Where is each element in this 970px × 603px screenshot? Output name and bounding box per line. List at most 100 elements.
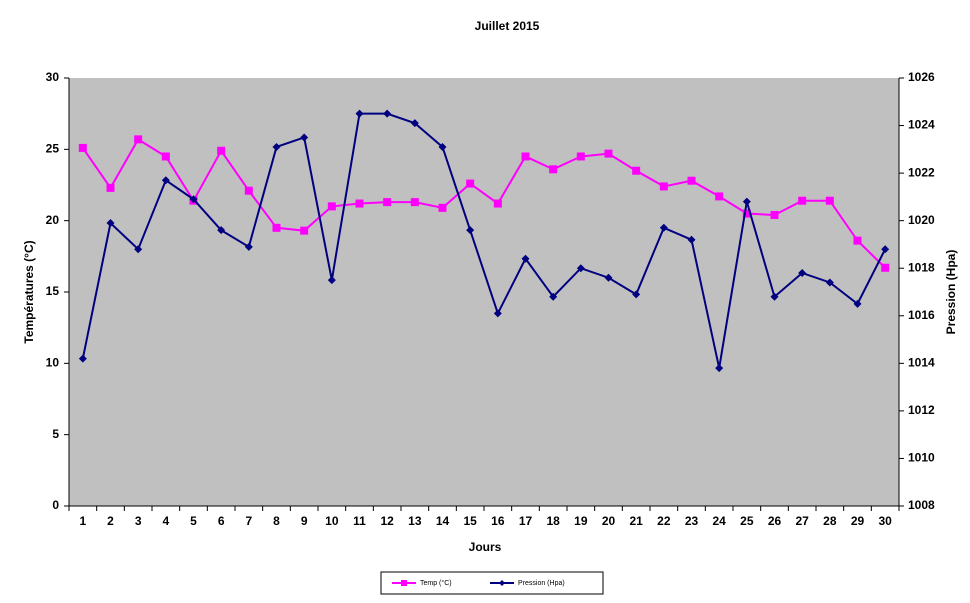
x-tick-label: 19	[574, 514, 588, 528]
data-point	[604, 149, 613, 158]
x-tick-label: 23	[685, 514, 699, 528]
y-tick-label: 15	[46, 284, 60, 298]
y2-tick-label: 1012	[908, 403, 935, 417]
series-line	[82, 137, 886, 269]
y-tick-label: 20	[46, 213, 60, 227]
x-tick-label: 24	[712, 514, 726, 528]
x-tick-label: 12	[380, 514, 394, 528]
data-point	[355, 199, 364, 208]
data-point	[659, 182, 668, 191]
legend-marker	[499, 580, 505, 586]
legend-label: Temp (°C)	[420, 579, 452, 587]
data-point	[300, 226, 309, 235]
y2-tick-label: 1016	[908, 308, 935, 322]
data-point	[632, 290, 641, 299]
data-point	[549, 292, 558, 301]
data-point	[493, 199, 502, 208]
data-point	[244, 242, 253, 251]
data-point	[549, 165, 558, 174]
x-tick-label: 15	[463, 514, 477, 528]
data-point	[853, 299, 862, 308]
x-tick-label: 20	[602, 514, 616, 528]
y2-tick-label: 1026	[908, 70, 935, 84]
y-tick-label: 25	[46, 142, 60, 156]
chart-title: Juillet 2015	[475, 19, 540, 33]
data-point	[687, 235, 696, 244]
data-point	[466, 226, 475, 235]
y2-tick-label: 1022	[908, 165, 935, 179]
data-point	[410, 198, 419, 207]
data-point	[78, 143, 87, 152]
data-point	[272, 223, 281, 232]
data-point	[742, 209, 751, 218]
y2-tick-label: 1020	[908, 213, 935, 227]
data-point	[189, 195, 198, 204]
data-point	[355, 109, 364, 118]
data-point	[521, 254, 530, 263]
x-tick-label: 25	[740, 514, 754, 528]
legend-label: Pression (Hpa)	[518, 580, 565, 587]
x-tick-label: 1	[79, 514, 86, 528]
series-line	[81, 112, 887, 369]
data-point	[881, 263, 890, 272]
x-tick-label: 5	[190, 514, 197, 528]
data-point	[327, 202, 336, 211]
y-tick-label: 30	[46, 70, 60, 84]
data-point	[217, 226, 226, 235]
data-point	[632, 166, 641, 175]
data-point	[493, 309, 502, 318]
data-point	[134, 135, 143, 144]
data-point	[715, 364, 724, 373]
data-point	[576, 264, 585, 273]
data-point	[272, 142, 281, 151]
x-tick-label: 21	[629, 514, 643, 528]
data-point	[881, 245, 890, 254]
data-point	[161, 176, 170, 185]
x-tick-label: 18	[546, 514, 560, 528]
y2-axis-title: Pression (Hpa)	[944, 250, 958, 335]
x-tick-label: 13	[408, 514, 422, 528]
x-tick-label: 11	[353, 514, 366, 528]
x-axis-title: Jours	[469, 540, 502, 554]
data-point	[438, 142, 447, 151]
data-point	[383, 198, 392, 207]
data-point	[300, 133, 309, 142]
x-tick-label: 3	[135, 514, 142, 528]
data-point	[78, 354, 87, 363]
y-tick-label: 0	[52, 498, 59, 512]
data-point	[383, 109, 392, 118]
data-point	[798, 196, 807, 205]
y-axis-title: Températures (°C)	[22, 240, 36, 343]
y2-tick-label: 1018	[908, 260, 935, 274]
data-point	[770, 292, 779, 301]
data-point	[410, 119, 419, 128]
x-tick-label: 7	[245, 514, 252, 528]
x-tick-label: 26	[768, 514, 782, 528]
x-tick-label: 29	[851, 514, 865, 528]
x-tick-label: 16	[491, 514, 505, 528]
x-tick-label: 2	[107, 514, 114, 528]
data-point	[715, 192, 724, 201]
data-point	[327, 276, 336, 285]
x-tick-label: 28	[823, 514, 837, 528]
data-point	[217, 146, 226, 155]
data-point	[798, 268, 807, 277]
x-tick-label: 17	[519, 514, 533, 528]
x-tick-label: 14	[436, 514, 450, 528]
plot-area	[69, 78, 899, 506]
x-tick-label: 30	[878, 514, 892, 528]
y2-tick-label: 1008	[908, 498, 935, 512]
y2-tick-label: 1024	[908, 118, 935, 132]
data-point	[244, 186, 253, 195]
legend-marker	[401, 580, 407, 586]
x-tick-label: 27	[795, 514, 809, 528]
data-point	[106, 183, 115, 192]
data-point	[438, 203, 447, 212]
y2-tick-label: 1014	[908, 356, 935, 370]
data-point	[853, 236, 862, 245]
data-point	[604, 273, 613, 282]
data-point	[825, 196, 834, 205]
x-tick-label: 6	[218, 514, 225, 528]
data-point	[576, 152, 585, 161]
y-tick-label: 10	[46, 356, 60, 370]
